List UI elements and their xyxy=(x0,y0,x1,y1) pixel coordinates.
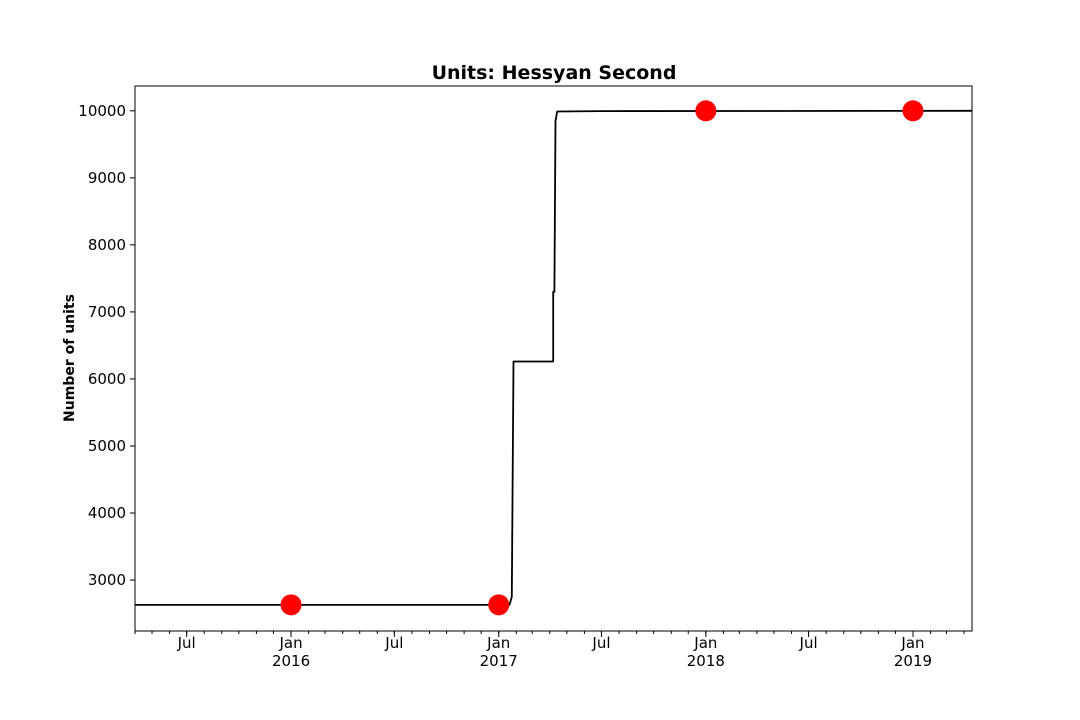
x-tick-year-label: 2017 xyxy=(480,652,518,670)
x-tick-year-label: 2016 xyxy=(272,652,310,670)
x-tick-label: Jul xyxy=(177,634,196,652)
x-tick-year-label: 2018 xyxy=(687,652,725,670)
x-tick-year-label: 2019 xyxy=(894,652,932,670)
data-point-marker xyxy=(488,594,510,616)
x-tick-label: Jan xyxy=(486,634,510,652)
y-tick-label: 4000 xyxy=(88,504,126,522)
x-tick-label: Jan xyxy=(693,634,717,652)
x-tick-label: Jul xyxy=(384,634,403,652)
y-tick-label: 8000 xyxy=(88,236,126,254)
data-point-marker xyxy=(902,100,924,122)
series-line xyxy=(135,109,973,606)
data-point-marker xyxy=(695,100,717,122)
y-tick-label: 3000 xyxy=(88,571,126,589)
x-tick-label: Jul xyxy=(799,634,818,652)
data-point-marker xyxy=(280,594,302,616)
x-tick-label: Jan xyxy=(278,634,302,652)
x-tick-label: Jul xyxy=(591,634,610,652)
y-tick-label: 9000 xyxy=(88,169,126,187)
plot-frame xyxy=(134,85,973,632)
chart-title: Units: Hessyan Second xyxy=(432,62,677,84)
y-tick-label: 10000 xyxy=(78,102,126,120)
plot-area xyxy=(135,100,973,616)
y-tick-label: 5000 xyxy=(88,437,126,455)
y-axis: 3000 4000 5000 6000 7000 8000 9000 10000 xyxy=(78,102,135,589)
x-tick-label: Jan xyxy=(900,634,924,652)
y-tick-label: 7000 xyxy=(88,303,126,321)
y-tick-label: 6000 xyxy=(88,370,126,388)
y-axis-label: Number of units xyxy=(62,294,78,422)
